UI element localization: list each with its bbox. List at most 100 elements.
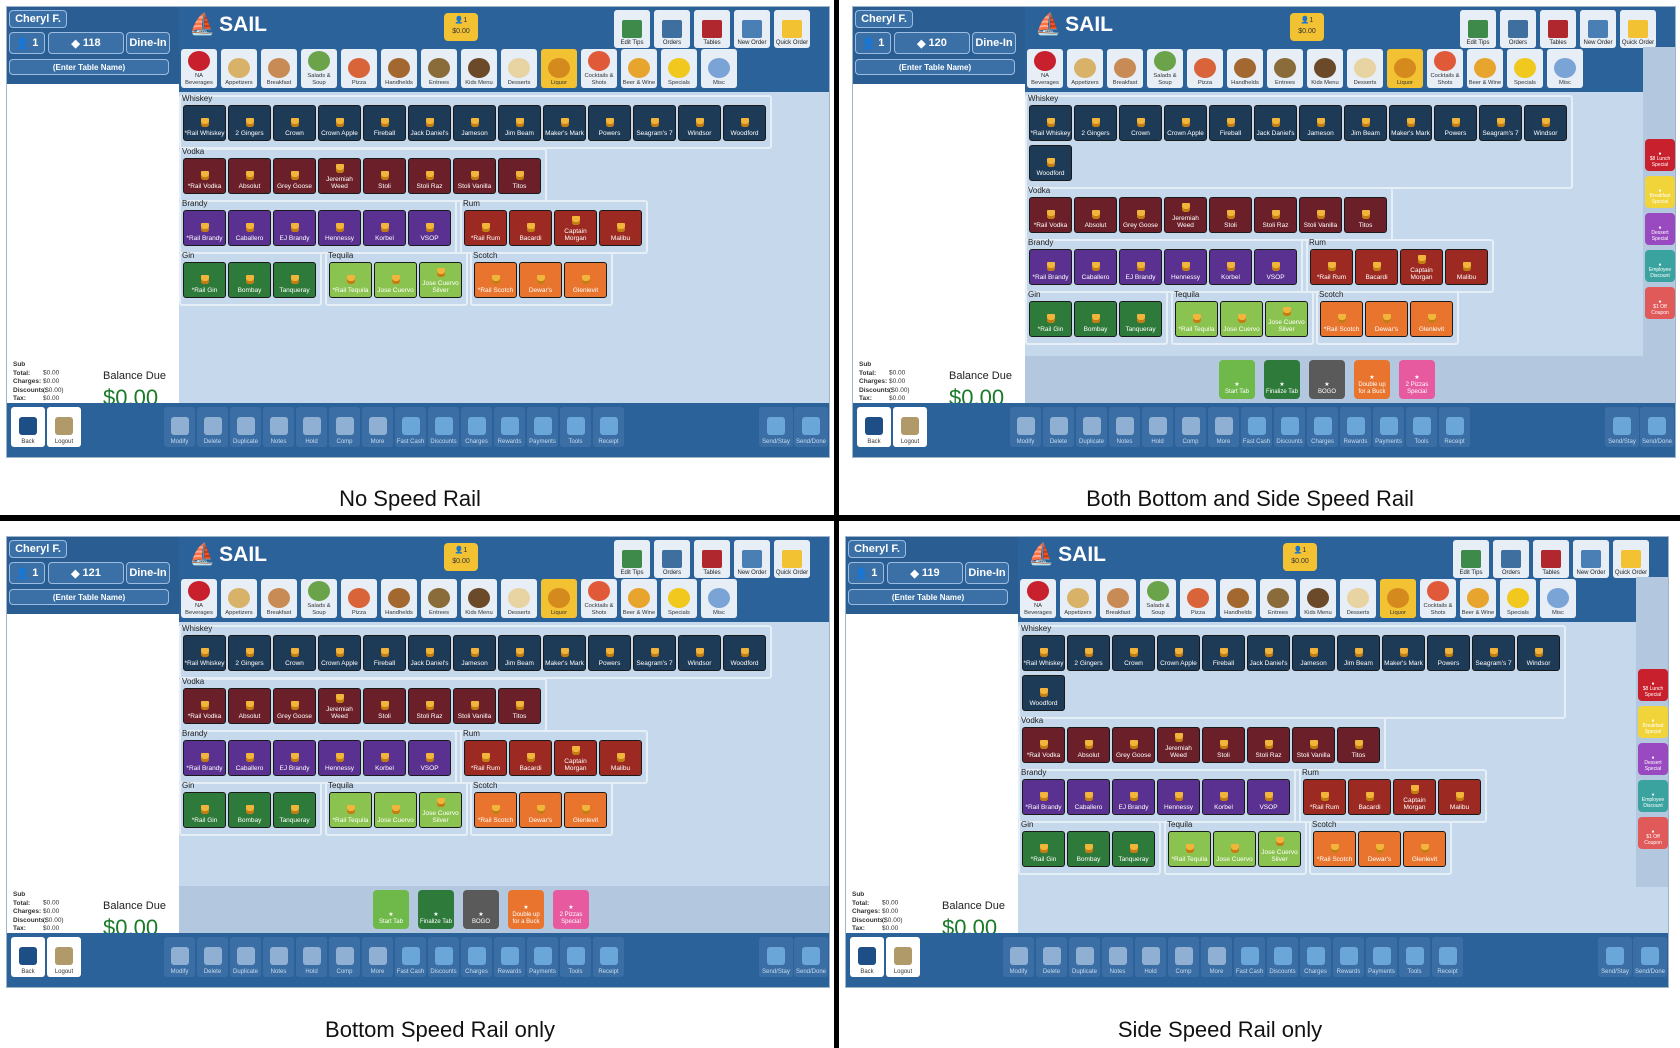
product-button[interactable]: *Rail Whiskey <box>183 105 226 141</box>
payments-button[interactable]: Payments <box>527 937 558 977</box>
product-button[interactable]: *Rail Gin <box>1022 831 1065 867</box>
category-liquor[interactable]: Liquor <box>541 49 577 88</box>
product-button[interactable]: Jeremiah Weed <box>318 688 361 724</box>
side-employee-discount-button[interactable]: ● Employee Discount <box>1645 250 1675 282</box>
order-count-badge[interactable]: 👤1 $0.00 <box>1283 543 1317 571</box>
product-button[interactable]: VSOP <box>1247 779 1290 815</box>
product-button[interactable]: Stoli Raz <box>408 688 451 724</box>
order-type-button[interactable]: Dine-In <box>972 32 1016 54</box>
product-button[interactable]: Crown <box>1112 635 1155 671</box>
logout-button[interactable]: Logout <box>47 937 81 977</box>
product-button[interactable]: *Rail Gin <box>183 792 226 828</box>
product-button[interactable]: Jeremiah Weed <box>1157 727 1200 763</box>
product-button[interactable]: Maker's Mark <box>1389 105 1432 141</box>
product-button[interactable]: 2 Gingers <box>1074 105 1117 141</box>
product-button[interactable]: Jameson <box>1292 635 1335 671</box>
product-button[interactable]: Windsor <box>678 105 721 141</box>
orders-button[interactable]: Orders <box>1500 10 1536 48</box>
category-specials[interactable]: Specials <box>1500 579 1536 618</box>
product-button[interactable]: Stoli Vanilla <box>1299 197 1342 233</box>
product-button[interactable]: *Rail Brandy <box>183 740 226 776</box>
category-breakfast[interactable]: Breakfast <box>1100 579 1136 618</box>
product-button[interactable]: Grey Goose <box>273 688 316 724</box>
notes-button[interactable]: Notes <box>1109 407 1140 447</box>
send-send-stay-button[interactable]: Send/Stay <box>1598 937 1632 977</box>
category-specials[interactable]: Specials <box>661 579 697 618</box>
product-button[interactable]: Jose Cuervo <box>1213 831 1256 867</box>
product-button[interactable]: Titos <box>1344 197 1387 233</box>
table-name-field[interactable]: (Enter Table Name) <box>848 589 1008 605</box>
product-button[interactable]: *Rail Tequila <box>1168 831 1211 867</box>
product-button[interactable]: Glenlevit <box>564 262 607 298</box>
tables-button[interactable]: Tables <box>1533 540 1569 578</box>
hold-button[interactable]: Hold <box>1135 937 1166 977</box>
product-button[interactable]: EJ Brandy <box>273 740 316 776</box>
category-beer-wine[interactable]: Beer & Wine <box>1467 49 1503 88</box>
product-button[interactable]: Bacardi <box>1355 249 1398 285</box>
product-button[interactable]: Jose Cuervo <box>374 262 417 298</box>
product-button[interactable]: Jameson <box>453 105 496 141</box>
quick-order-button[interactable]: Quick Order <box>1620 10 1656 48</box>
product-button[interactable]: Titos <box>498 158 541 194</box>
tables-button[interactable]: Tables <box>1540 10 1576 48</box>
order-type-button[interactable]: Dine-In <box>126 562 170 584</box>
category-entrees[interactable]: Entrees <box>421 49 457 88</box>
order-number-button[interactable]: ◆ 119 <box>887 562 963 584</box>
product-button[interactable]: Dewar's <box>1358 831 1401 867</box>
product-button[interactable]: Powers <box>1427 635 1470 671</box>
product-button[interactable]: *Rail Vodka <box>183 688 226 724</box>
category-misc[interactable]: Misc <box>1540 579 1576 618</box>
product-button[interactable]: *Rail Brandy <box>1029 249 1072 285</box>
hold-button[interactable]: Hold <box>296 407 327 447</box>
product-button[interactable]: EJ Brandy <box>1119 249 1162 285</box>
category-kids-menu[interactable]: Kids Menu <box>461 49 497 88</box>
rewards-button[interactable]: Rewards <box>494 407 525 447</box>
delete-button[interactable]: Delete <box>1036 937 1067 977</box>
charges-button[interactable]: Charges <box>461 407 492 447</box>
product-button[interactable]: EJ Brandy <box>1112 779 1155 815</box>
side-dessert-special-button[interactable]: ● Dessert Special <box>1638 743 1668 775</box>
category-handhelds[interactable]: Handhelds <box>1220 579 1256 618</box>
delete-button[interactable]: Delete <box>197 407 228 447</box>
product-button[interactable]: Stoli Vanilla <box>453 688 496 724</box>
fast-cash-button[interactable]: Fast Cash <box>395 407 426 447</box>
product-button[interactable]: Crown Apple <box>1157 635 1200 671</box>
product-button[interactable]: Bacardi <box>1348 779 1391 815</box>
product-button[interactable]: Jose Cuervo Silver <box>1265 301 1308 337</box>
order-number-button[interactable]: ◆ 120 <box>894 32 970 54</box>
order-count-badge[interactable]: 👤1 $0.00 <box>1290 13 1324 41</box>
fast-cash-button[interactable]: Fast Cash <box>1241 407 1272 447</box>
product-button[interactable]: Maker's Mark <box>543 635 586 671</box>
product-button[interactable]: Bombay <box>1074 301 1117 337</box>
orders-button[interactable]: Orders <box>1493 540 1529 578</box>
modify-button[interactable]: Modify <box>164 407 195 447</box>
product-button[interactable]: Tanqueray <box>273 262 316 298</box>
quick-order-button[interactable]: Quick Order <box>774 10 810 48</box>
receipt-button[interactable]: Receipt <box>593 407 624 447</box>
product-button[interactable]: Stoli <box>1202 727 1245 763</box>
product-button[interactable]: Windsor <box>678 635 721 671</box>
product-button[interactable]: *Rail Gin <box>1029 301 1072 337</box>
product-button[interactable]: EJ Brandy <box>273 210 316 246</box>
rail-double-up-for-a-buck-button[interactable]: ★ Double up for a Buck <box>1354 360 1390 399</box>
product-button[interactable]: Absolut <box>1074 197 1117 233</box>
product-button[interactable]: Captain Morgan <box>1400 249 1443 285</box>
product-button[interactable]: *Rail Rum <box>1310 249 1353 285</box>
side--1-off-coupon-button[interactable]: ● $1 Off Coupon <box>1645 287 1675 319</box>
back-button[interactable]: Back <box>11 937 45 977</box>
product-button[interactable]: Jameson <box>453 635 496 671</box>
user-name-button[interactable]: Cheryl F. <box>9 10 67 28</box>
category-beer-wine[interactable]: Beer & Wine <box>621 49 657 88</box>
category-appetizers[interactable]: Appetizers <box>1060 579 1096 618</box>
product-button[interactable]: Absolut <box>228 158 271 194</box>
product-button[interactable]: Korbel <box>1209 249 1252 285</box>
delete-button[interactable]: Delete <box>197 937 228 977</box>
orders-button[interactable]: Orders <box>654 10 690 48</box>
rail-2-pizzas-special-button[interactable]: ★ 2 Pizzas Special <box>553 890 589 929</box>
side-breakfast-special-button[interactable]: ● Breakfast Special <box>1638 706 1668 738</box>
back-button[interactable]: Back <box>11 407 45 447</box>
product-button[interactable]: Korbel <box>363 740 406 776</box>
rail-start-tab-button[interactable]: ★ Start Tab <box>373 890 409 929</box>
product-button[interactable]: Jim Beam <box>498 635 541 671</box>
product-button[interactable]: Jim Beam <box>1344 105 1387 141</box>
